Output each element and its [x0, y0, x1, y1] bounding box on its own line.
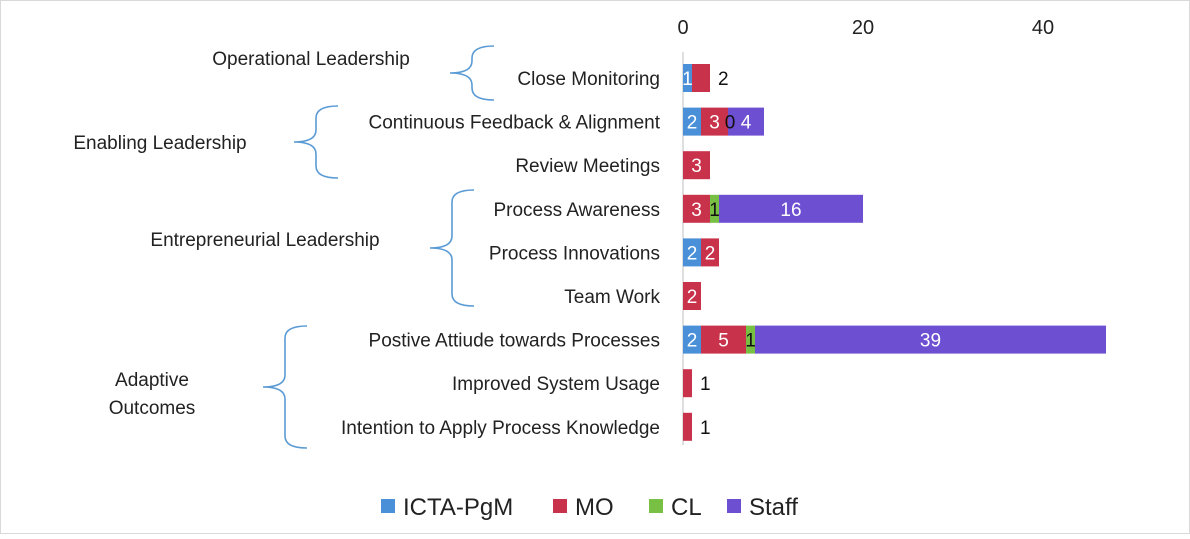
group-label-line: Adaptive [115, 370, 189, 391]
category-label-team-work: Team Work [564, 287, 660, 308]
x-tick-label: 40 [1032, 17, 1054, 39]
data-label-cl-postive-attiude-towards-processes: 1 [745, 331, 756, 352]
legend-swatch-staff [727, 499, 741, 513]
group-brace-entrepreneurial-leadership [429, 189, 475, 307]
category-label-postive-attiude-towards-processes: Postive Attiude towards Processes [369, 331, 660, 352]
data-label-cl-process-awareness: 1 [709, 200, 720, 221]
bar-staff-process-awareness [719, 194, 863, 223]
bar-mo-improved-system-usage [683, 369, 692, 398]
data-label-mo-postive-attiude-towards-processes: 5 [718, 331, 729, 352]
legend-label-icta-pgm: ICTA-PgM [403, 494, 513, 521]
data-label-cl-continuous-feedback-and-alignment: 0 [725, 113, 736, 134]
group-brace-adaptive-outcomes [262, 325, 308, 449]
bar-mo-process-awareness [683, 194, 710, 223]
data-label-staff-postive-attiude-towards-processes: 39 [920, 331, 941, 352]
category-labels: Close Monitoring Continuous Feedback & Al… [341, 69, 661, 439]
group-label-enabling-leadership: Enabling Leadership [73, 133, 246, 154]
bar-icta-pgm-process-innovations [683, 238, 701, 267]
bar-mo-close-monitoring [692, 64, 710, 92]
data-label-icta-pgm-process-innovations: 2 [687, 243, 698, 264]
legend-swatch-icta-pgm [381, 499, 395, 513]
data-label-mo-close-monitoring: 2 [718, 69, 729, 90]
legend: ICTA-PgM MO CL Staff [381, 494, 798, 521]
category-label-continuous-feedback-and-alignment: Continuous Feedback & Alignment [368, 113, 660, 134]
category-label-close-monitoring: Close Monitoring [517, 69, 660, 90]
data-label-mo-team-work: 2 [687, 287, 698, 308]
x-tick-label: 20 [852, 17, 874, 39]
group-brace-enabling-leadership [293, 105, 339, 179]
legend-label-mo: MO [575, 494, 614, 521]
bars [683, 64, 1106, 441]
bar-staff-continuous-feedback-and-alignment [728, 107, 764, 136]
data-label-mo-continuous-feedback-and-alignment: 3 [709, 113, 720, 134]
bar-icta-pgm-close-monitoring [683, 64, 692, 92]
bar-staff-postive-attiude-towards-processes [755, 325, 1106, 354]
data-label-mo-improved-system-usage: 1 [700, 374, 711, 395]
data-label-mo-intention-to-apply-process-knowledge: 1 [700, 418, 711, 439]
bar-icta-pgm-continuous-feedback-and-alignment [683, 107, 701, 136]
category-label-process-innovations: Process Innovations [489, 243, 660, 264]
x-tick-label: 0 [677, 17, 688, 39]
bar-mo-postive-attiude-towards-processes [701, 325, 746, 354]
bar-icta-pgm-postive-attiude-towards-processes [683, 325, 701, 354]
group-label-line: Outcomes [109, 398, 196, 419]
data-label-icta-pgm-close-monitoring: 1 [682, 69, 693, 90]
bar-mo-intention-to-apply-process-knowledge [683, 412, 692, 441]
bar-cl-process-awareness [710, 194, 719, 223]
data-label-staff-process-awareness: 16 [780, 200, 801, 221]
category-label-process-awareness: Process Awareness [493, 200, 660, 221]
bar-mo-team-work [683, 282, 701, 310]
group-brace-operational-leadership [449, 45, 495, 101]
category-label-improved-system-usage: Improved System Usage [452, 374, 660, 395]
legend-label-cl: CL [671, 494, 702, 521]
data-label-mo-process-innovations: 2 [705, 243, 716, 264]
bar-mo-continuous-feedback-and-alignment [701, 107, 728, 136]
bar-cl-postive-attiude-towards-processes [746, 325, 755, 354]
x-axis: 0 20 40 [677, 17, 1054, 445]
data-label-staff-continuous-feedback-and-alignment: 4 [741, 113, 752, 134]
legend-swatch-cl [649, 499, 663, 513]
data-label-icta-pgm-postive-attiude-towards-processes: 2 [687, 331, 698, 352]
category-label-intention-to-apply-process-knowledge: Intention to Apply Process Knowledge [341, 418, 660, 439]
bar-mo-review-meetings [683, 151, 710, 180]
data-label-icta-pgm-continuous-feedback-and-alignment: 2 [687, 113, 698, 134]
bar-mo-process-innovations [701, 238, 719, 267]
group-label-operational-leadership: Operational Leadership [212, 49, 410, 70]
group-label-adaptive-outcomes: Adaptive Outcomes [109, 370, 196, 419]
legend-label-staff: Staff [749, 494, 798, 521]
data-label-mo-process-awareness: 3 [691, 200, 702, 221]
group-labels: Operational Leadership Enabling Leadershi… [73, 45, 495, 449]
category-label-review-meetings: Review Meetings [515, 156, 660, 177]
data-label-mo-review-meetings: 3 [691, 156, 702, 177]
legend-swatch-mo [553, 499, 567, 513]
group-label-entrepreneurial-leadership: Entrepreneurial Leadership [150, 230, 379, 251]
